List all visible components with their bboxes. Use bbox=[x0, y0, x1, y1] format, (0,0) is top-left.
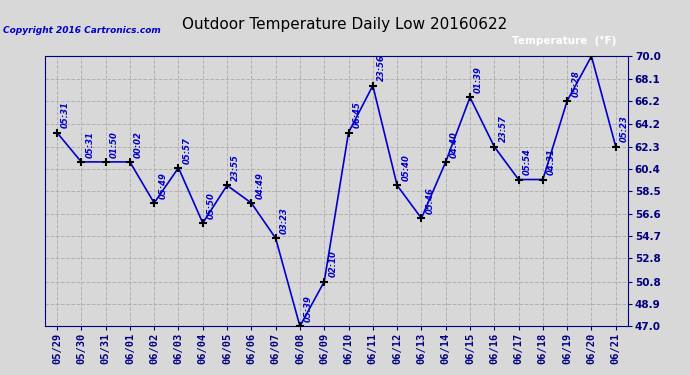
Text: 05:50: 05:50 bbox=[207, 192, 216, 219]
Text: 05:54: 05:54 bbox=[523, 148, 532, 176]
Text: 04:40: 04:40 bbox=[450, 131, 459, 158]
Text: 06:45: 06:45 bbox=[353, 102, 362, 128]
Text: 05:23: 05:23 bbox=[620, 116, 629, 142]
Text: 01:39: 01:39 bbox=[474, 66, 483, 93]
Text: 05:40: 05:40 bbox=[402, 154, 411, 181]
Text: Copyright 2016 Cartronics.com: Copyright 2016 Cartronics.com bbox=[3, 26, 161, 35]
Text: 05:31: 05:31 bbox=[61, 102, 70, 128]
Text: 04:49: 04:49 bbox=[255, 172, 264, 199]
Text: 01:50: 01:50 bbox=[110, 131, 119, 158]
Text: 04:31: 04:31 bbox=[547, 148, 556, 176]
Text: 02:10: 02:10 bbox=[328, 251, 337, 278]
Text: 00:02: 00:02 bbox=[134, 131, 143, 158]
Text: Temperature  (°F): Temperature (°F) bbox=[512, 36, 616, 46]
Text: 05:49: 05:49 bbox=[158, 172, 168, 199]
Text: 05:46: 05:46 bbox=[426, 187, 435, 214]
Text: 23:55: 23:55 bbox=[231, 154, 240, 181]
Text: 05:39: 05:39 bbox=[304, 295, 313, 322]
Text: 05:57: 05:57 bbox=[183, 137, 192, 164]
Text: 05:28: 05:28 bbox=[571, 70, 580, 97]
Text: 23:57: 23:57 bbox=[498, 116, 507, 142]
Text: 05:31: 05:31 bbox=[86, 131, 95, 158]
Text: 23:56: 23:56 bbox=[377, 54, 386, 81]
Text: 03:23: 03:23 bbox=[280, 207, 289, 234]
Text: Outdoor Temperature Daily Low 20160622: Outdoor Temperature Daily Low 20160622 bbox=[182, 17, 508, 32]
